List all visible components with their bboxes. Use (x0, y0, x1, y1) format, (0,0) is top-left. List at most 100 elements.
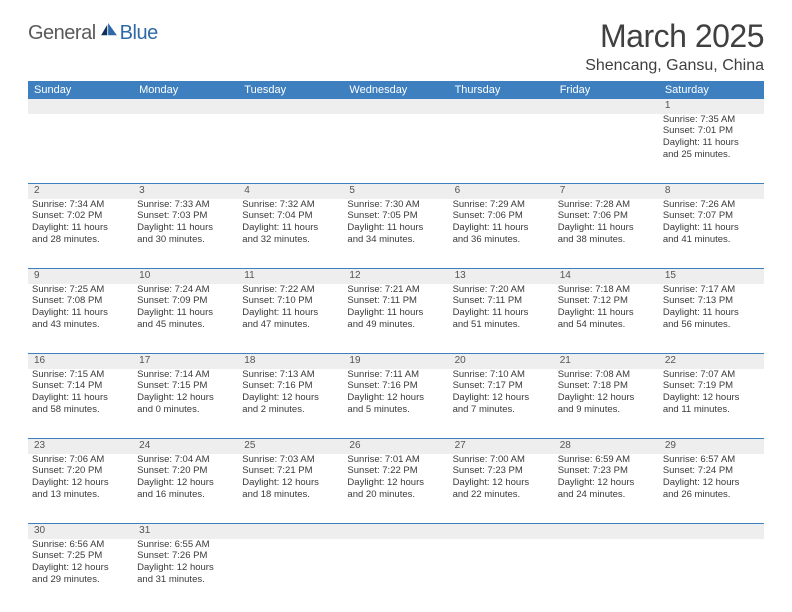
weekday-header-row: Sunday Monday Tuesday Wednesday Thursday… (28, 81, 764, 99)
day-cell: Sunrise: 7:07 AMSunset: 7:19 PMDaylight:… (659, 369, 764, 439)
day-cell: Sunrise: 7:08 AMSunset: 7:18 PMDaylight:… (554, 369, 659, 439)
sunset-text: Sunset: 7:06 PM (558, 210, 655, 222)
day-cell: Sunrise: 7:33 AMSunset: 7:03 PMDaylight:… (133, 199, 238, 269)
daylight-text: Daylight: 11 hours (32, 307, 129, 319)
sunrise-text: Sunrise: 7:04 AM (137, 454, 234, 466)
daynum-row: 16171819202122 (28, 354, 764, 369)
header: General Blue March 2025 Shencang, Gansu,… (28, 18, 764, 75)
day-number (343, 524, 448, 539)
day-number: 12 (343, 269, 448, 284)
daylight-text: and 45 minutes. (137, 319, 234, 331)
day-cell: Sunrise: 7:26 AMSunset: 7:07 PMDaylight:… (659, 199, 764, 269)
sunset-text: Sunset: 7:11 PM (453, 295, 550, 307)
sunrise-text: Sunrise: 7:28 AM (558, 199, 655, 211)
sunset-text: Sunset: 7:17 PM (453, 380, 550, 392)
daylight-text: and 29 minutes. (32, 574, 129, 586)
day-number: 13 (449, 269, 554, 284)
daylight-text: Daylight: 12 hours (453, 392, 550, 404)
day-cell: Sunrise: 7:29 AMSunset: 7:06 PMDaylight:… (449, 199, 554, 269)
daylight-text: Daylight: 11 hours (558, 222, 655, 234)
day-number (554, 524, 659, 539)
sunrise-text: Sunrise: 7:13 AM (242, 369, 339, 381)
sunrise-text: Sunrise: 7:33 AM (137, 199, 234, 211)
sunset-text: Sunset: 7:22 PM (347, 465, 444, 477)
day-cell: Sunrise: 7:15 AMSunset: 7:14 PMDaylight:… (28, 369, 133, 439)
day-number: 30 (28, 524, 133, 539)
day-cell: Sunrise: 7:28 AMSunset: 7:06 PMDaylight:… (554, 199, 659, 269)
daylight-text: Daylight: 11 hours (137, 222, 234, 234)
daylight-text: Daylight: 12 hours (453, 477, 550, 489)
day-cell: Sunrise: 7:22 AMSunset: 7:10 PMDaylight:… (238, 284, 343, 354)
daylight-text: and 56 minutes. (663, 319, 760, 331)
day-cell: Sunrise: 7:10 AMSunset: 7:17 PMDaylight:… (449, 369, 554, 439)
sunrise-text: Sunrise: 7:07 AM (663, 369, 760, 381)
day-cell: Sunrise: 7:20 AMSunset: 7:11 PMDaylight:… (449, 284, 554, 354)
day-cell: Sunrise: 7:13 AMSunset: 7:16 PMDaylight:… (238, 369, 343, 439)
day-number: 21 (554, 354, 659, 369)
sunrise-text: Sunrise: 7:21 AM (347, 284, 444, 296)
daylight-text: and 11 minutes. (663, 404, 760, 416)
sunset-text: Sunset: 7:13 PM (663, 295, 760, 307)
sunrise-text: Sunrise: 7:35 AM (663, 114, 760, 126)
daylight-text: Daylight: 12 hours (347, 477, 444, 489)
daynum-row: 23242526272829 (28, 439, 764, 454)
sunrise-text: Sunrise: 7:20 AM (453, 284, 550, 296)
sunset-text: Sunset: 7:26 PM (137, 550, 234, 562)
day-cell: Sunrise: 7:00 AMSunset: 7:23 PMDaylight:… (449, 454, 554, 524)
day-number: 20 (449, 354, 554, 369)
daynum-row: 1 (28, 99, 764, 114)
sunset-text: Sunset: 7:19 PM (663, 380, 760, 392)
day-cell: Sunrise: 7:35 AMSunset: 7:01 PMDaylight:… (659, 114, 764, 184)
sunrise-text: Sunrise: 7:29 AM (453, 199, 550, 211)
daylight-text: Daylight: 12 hours (663, 392, 760, 404)
sunset-text: Sunset: 7:12 PM (558, 295, 655, 307)
sunrise-text: Sunrise: 7:01 AM (347, 454, 444, 466)
day-cell: Sunrise: 6:59 AMSunset: 7:23 PMDaylight:… (554, 454, 659, 524)
daylight-text: and 20 minutes. (347, 489, 444, 501)
day-number (133, 99, 238, 114)
daylight-text: Daylight: 11 hours (558, 307, 655, 319)
sunset-text: Sunset: 7:14 PM (32, 380, 129, 392)
daylight-text: Daylight: 11 hours (137, 307, 234, 319)
sunrise-text: Sunrise: 7:15 AM (32, 369, 129, 381)
sunset-text: Sunset: 7:23 PM (558, 465, 655, 477)
day-number (238, 99, 343, 114)
day-number: 24 (133, 439, 238, 454)
daylight-text: Daylight: 11 hours (32, 392, 129, 404)
daynum-row: 3031 (28, 524, 764, 539)
day-cell: Sunrise: 7:03 AMSunset: 7:21 PMDaylight:… (238, 454, 343, 524)
day-cell (28, 114, 133, 184)
sunset-text: Sunset: 7:21 PM (242, 465, 339, 477)
page-title: March 2025 (585, 18, 764, 55)
day-cell: Sunrise: 6:56 AMSunset: 7:25 PMDaylight:… (28, 539, 133, 609)
sunset-text: Sunset: 7:20 PM (32, 465, 129, 477)
day-cell: Sunrise: 7:30 AMSunset: 7:05 PMDaylight:… (343, 199, 448, 269)
week-row: Sunrise: 6:56 AMSunset: 7:25 PMDaylight:… (28, 539, 764, 609)
sunrise-text: Sunrise: 7:18 AM (558, 284, 655, 296)
day-cell: Sunrise: 7:04 AMSunset: 7:20 PMDaylight:… (133, 454, 238, 524)
sunrise-text: Sunrise: 7:00 AM (453, 454, 550, 466)
daylight-text: Daylight: 12 hours (347, 392, 444, 404)
daylight-text: and 13 minutes. (32, 489, 129, 501)
day-number: 31 (133, 524, 238, 539)
sunrise-text: Sunrise: 7:17 AM (663, 284, 760, 296)
day-number: 25 (238, 439, 343, 454)
day-number: 26 (343, 439, 448, 454)
sunset-text: Sunset: 7:05 PM (347, 210, 444, 222)
daylight-text: and 2 minutes. (242, 404, 339, 416)
weekday-header: Wednesday (343, 81, 448, 99)
sunset-text: Sunset: 7:07 PM (663, 210, 760, 222)
daylight-text: Daylight: 12 hours (242, 392, 339, 404)
day-number: 10 (133, 269, 238, 284)
daylight-text: and 41 minutes. (663, 234, 760, 246)
day-cell (449, 114, 554, 184)
sunset-text: Sunset: 7:09 PM (137, 295, 234, 307)
daylight-text: Daylight: 12 hours (558, 392, 655, 404)
daylight-text: and 38 minutes. (558, 234, 655, 246)
day-number: 7 (554, 184, 659, 199)
daylight-text: Daylight: 12 hours (242, 477, 339, 489)
daylight-text: Daylight: 11 hours (663, 137, 760, 149)
sunset-text: Sunset: 7:02 PM (32, 210, 129, 222)
day-cell (554, 539, 659, 609)
daylight-text: and 54 minutes. (558, 319, 655, 331)
